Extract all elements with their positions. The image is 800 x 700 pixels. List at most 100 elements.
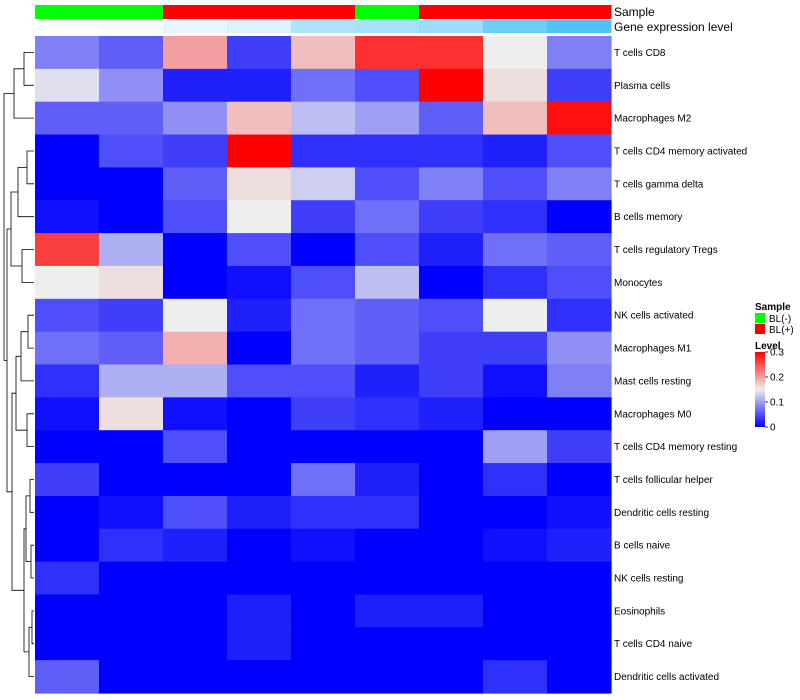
heatmap-cell: [419, 627, 484, 661]
heatmap-cell: [99, 561, 164, 596]
heatmap-cell: [163, 68, 228, 103]
row-label: Macrophages M2: [614, 114, 692, 125]
sample-annotation-cell: [227, 5, 292, 19]
heatmap-cell: [547, 265, 612, 300]
row-label: NK cells activated: [614, 311, 693, 322]
heatmap-cell: [35, 528, 100, 563]
heatmap-cell: [483, 36, 548, 70]
row-label: Dendritic cells resting: [614, 508, 709, 519]
heatmap-cell: [355, 36, 420, 70]
heatmap-cell: [163, 430, 228, 464]
heatmap-cell: [227, 495, 292, 530]
row-label: T cells regulatory Tregs: [614, 245, 718, 256]
heatmap-cell: [163, 36, 228, 70]
heatmap-cell: [355, 331, 420, 366]
row-label: Plasma cells: [614, 81, 670, 92]
row-label: Macrophages M1: [614, 344, 692, 355]
heatmap-cell: [419, 134, 484, 168]
dendrogram-branch: [26, 413, 34, 447]
heatmap-cell: [291, 561, 356, 596]
dendrogram-branch: [20, 331, 34, 382]
heatmap-cell: [163, 561, 228, 596]
sample-annotation-cell: [547, 5, 612, 19]
heatmap-cell: [419, 233, 484, 267]
heatmap-cell: [547, 463, 612, 497]
heatmap-cell: [35, 200, 100, 234]
dendrogram-branch: [11, 392, 24, 591]
heatmap-cell: [483, 430, 548, 464]
heatmap-cell: [99, 265, 164, 300]
heatmap-cell: [547, 134, 612, 168]
expression-annotation-label: Gene expression level: [614, 20, 733, 34]
heatmap-cell: [35, 594, 100, 628]
heatmap-cell: [163, 200, 228, 234]
heatmap-cell: [547, 660, 612, 694]
heatmap-cell: [291, 265, 356, 300]
heatmap-cell: [547, 298, 612, 333]
row-label: T cells CD4 memory resting: [614, 442, 737, 453]
dendrogram-branch: [15, 355, 27, 431]
heatmap-cell: [419, 68, 484, 103]
row-label: Monocytes: [614, 278, 662, 289]
legend-level-tick-label: 0.3: [770, 348, 784, 359]
heatmap-cell: [355, 594, 420, 628]
heatmap-cell: [355, 167, 420, 201]
heatmap-cell: [163, 397, 228, 431]
heatmap-cell: [99, 528, 164, 563]
heatmap-cell: [227, 660, 292, 694]
heatmap-cell: [355, 134, 420, 168]
legend-sample-label: BL(+): [769, 325, 794, 336]
heatmap-cell: [227, 68, 292, 103]
heatmap-cell: [35, 660, 100, 694]
heatmap-cell: [419, 265, 484, 300]
heatmap-cell: [547, 594, 612, 628]
heatmap-cell: [227, 430, 292, 464]
heatmap-cell: [227, 528, 292, 563]
expression-annotation-cell: [227, 20, 292, 33]
legend-level-tick-label: 0: [770, 423, 776, 434]
heatmap-cell: [419, 660, 484, 694]
heatmap-cell: [99, 298, 164, 333]
heatmap-cell: [227, 233, 292, 267]
heatmap-cell: [355, 101, 420, 136]
heatmap-cell: [483, 331, 548, 366]
heatmap-cell: [547, 200, 612, 234]
heatmap-cell: [483, 134, 548, 168]
dendrogram-branch: [28, 626, 34, 677]
heatmap-cell: [35, 36, 100, 70]
heatmap-cell: [483, 463, 548, 497]
legend-sample-swatch: [755, 324, 765, 334]
heatmap-cell: [35, 463, 100, 497]
expression-annotation-cell: [163, 20, 228, 33]
heatmap-cell: [547, 528, 612, 563]
heatmap-cell: [291, 68, 356, 103]
heatmap-cell: [163, 660, 228, 694]
heatmap-cell: [419, 101, 484, 136]
heatmap-cell: [163, 364, 228, 398]
dendrogram-branch: [10, 191, 22, 267]
expression-annotation-cell: [547, 20, 612, 33]
heatmap-cell: [227, 364, 292, 398]
dendrogram-branch: [27, 314, 34, 349]
heatmap-cell: [99, 463, 164, 497]
heatmap-cell: [419, 36, 484, 70]
heatmap-cell: [483, 397, 548, 431]
heatmap-cell: [35, 430, 100, 464]
heatmap-cell: [291, 660, 356, 694]
heatmap-cell: [163, 265, 228, 300]
heatmap-cell: [227, 627, 292, 661]
heatmap-cell: [163, 627, 228, 661]
dendrogram-branch: [6, 228, 12, 493]
heatmap-cell: [291, 364, 356, 398]
heatmap-cell: [483, 660, 548, 694]
heatmap-cell: [163, 134, 228, 168]
heatmap-cell: [547, 233, 612, 267]
heatmap-cell: [355, 463, 420, 497]
heatmap-cell: [227, 134, 292, 168]
row-label: T cells CD4 naive: [614, 639, 693, 650]
heatmap-cell: [483, 200, 548, 234]
heatmap-cell: [227, 36, 292, 70]
heatmap-cell: [291, 463, 356, 497]
heatmap-cell: [227, 594, 292, 628]
heatmap-cell: [99, 430, 164, 464]
